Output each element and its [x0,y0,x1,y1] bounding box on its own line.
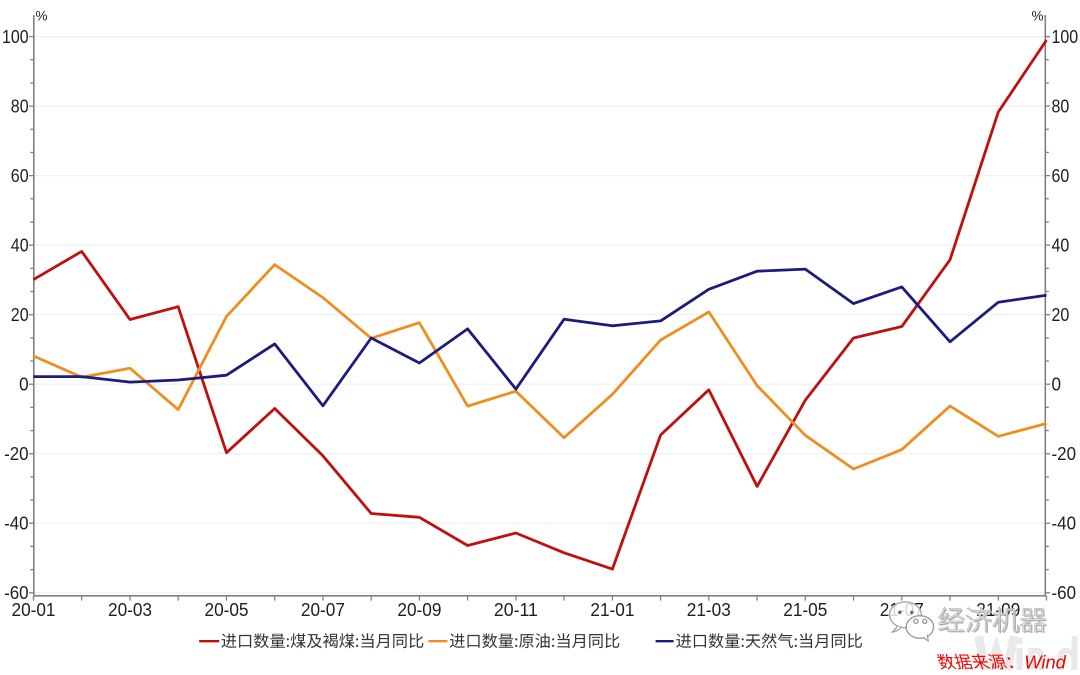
svg-text:21-05: 21-05 [783,599,827,620]
svg-text:20: 20 [11,304,29,325]
svg-text:80: 80 [1052,95,1070,116]
svg-text:-60: -60 [4,582,29,603]
svg-text:20-07: 20-07 [301,599,345,620]
svg-text:20-01: 20-01 [12,599,56,620]
svg-text:20-09: 20-09 [397,599,441,620]
svg-text:-20: -20 [4,443,29,464]
svg-text:100: 100 [2,26,29,47]
svg-text:60: 60 [11,165,29,186]
svg-text:20-03: 20-03 [108,599,152,620]
svg-text:21-03: 21-03 [687,599,731,620]
svg-text:-40: -40 [4,513,29,534]
svg-text:%: % [1031,9,1043,24]
svg-text:Wind: Wind [1024,653,1066,671]
svg-text:100: 100 [1052,26,1079,47]
svg-text:-40: -40 [1052,513,1077,534]
svg-text:20-11: 20-11 [494,599,538,620]
svg-text:40: 40 [11,235,29,256]
svg-text:0: 0 [19,374,29,395]
svg-text:40: 40 [1052,235,1070,256]
svg-text:20: 20 [1052,304,1070,325]
svg-text:%: % [36,9,48,24]
svg-text:80: 80 [11,95,29,116]
svg-text:-60: -60 [1052,582,1077,603]
svg-text:0: 0 [1052,374,1062,395]
svg-text:-20: -20 [1052,443,1077,464]
svg-text:21-01: 21-01 [590,599,634,620]
svg-text:60: 60 [1052,165,1070,186]
svg-text:20-05: 20-05 [205,599,249,620]
